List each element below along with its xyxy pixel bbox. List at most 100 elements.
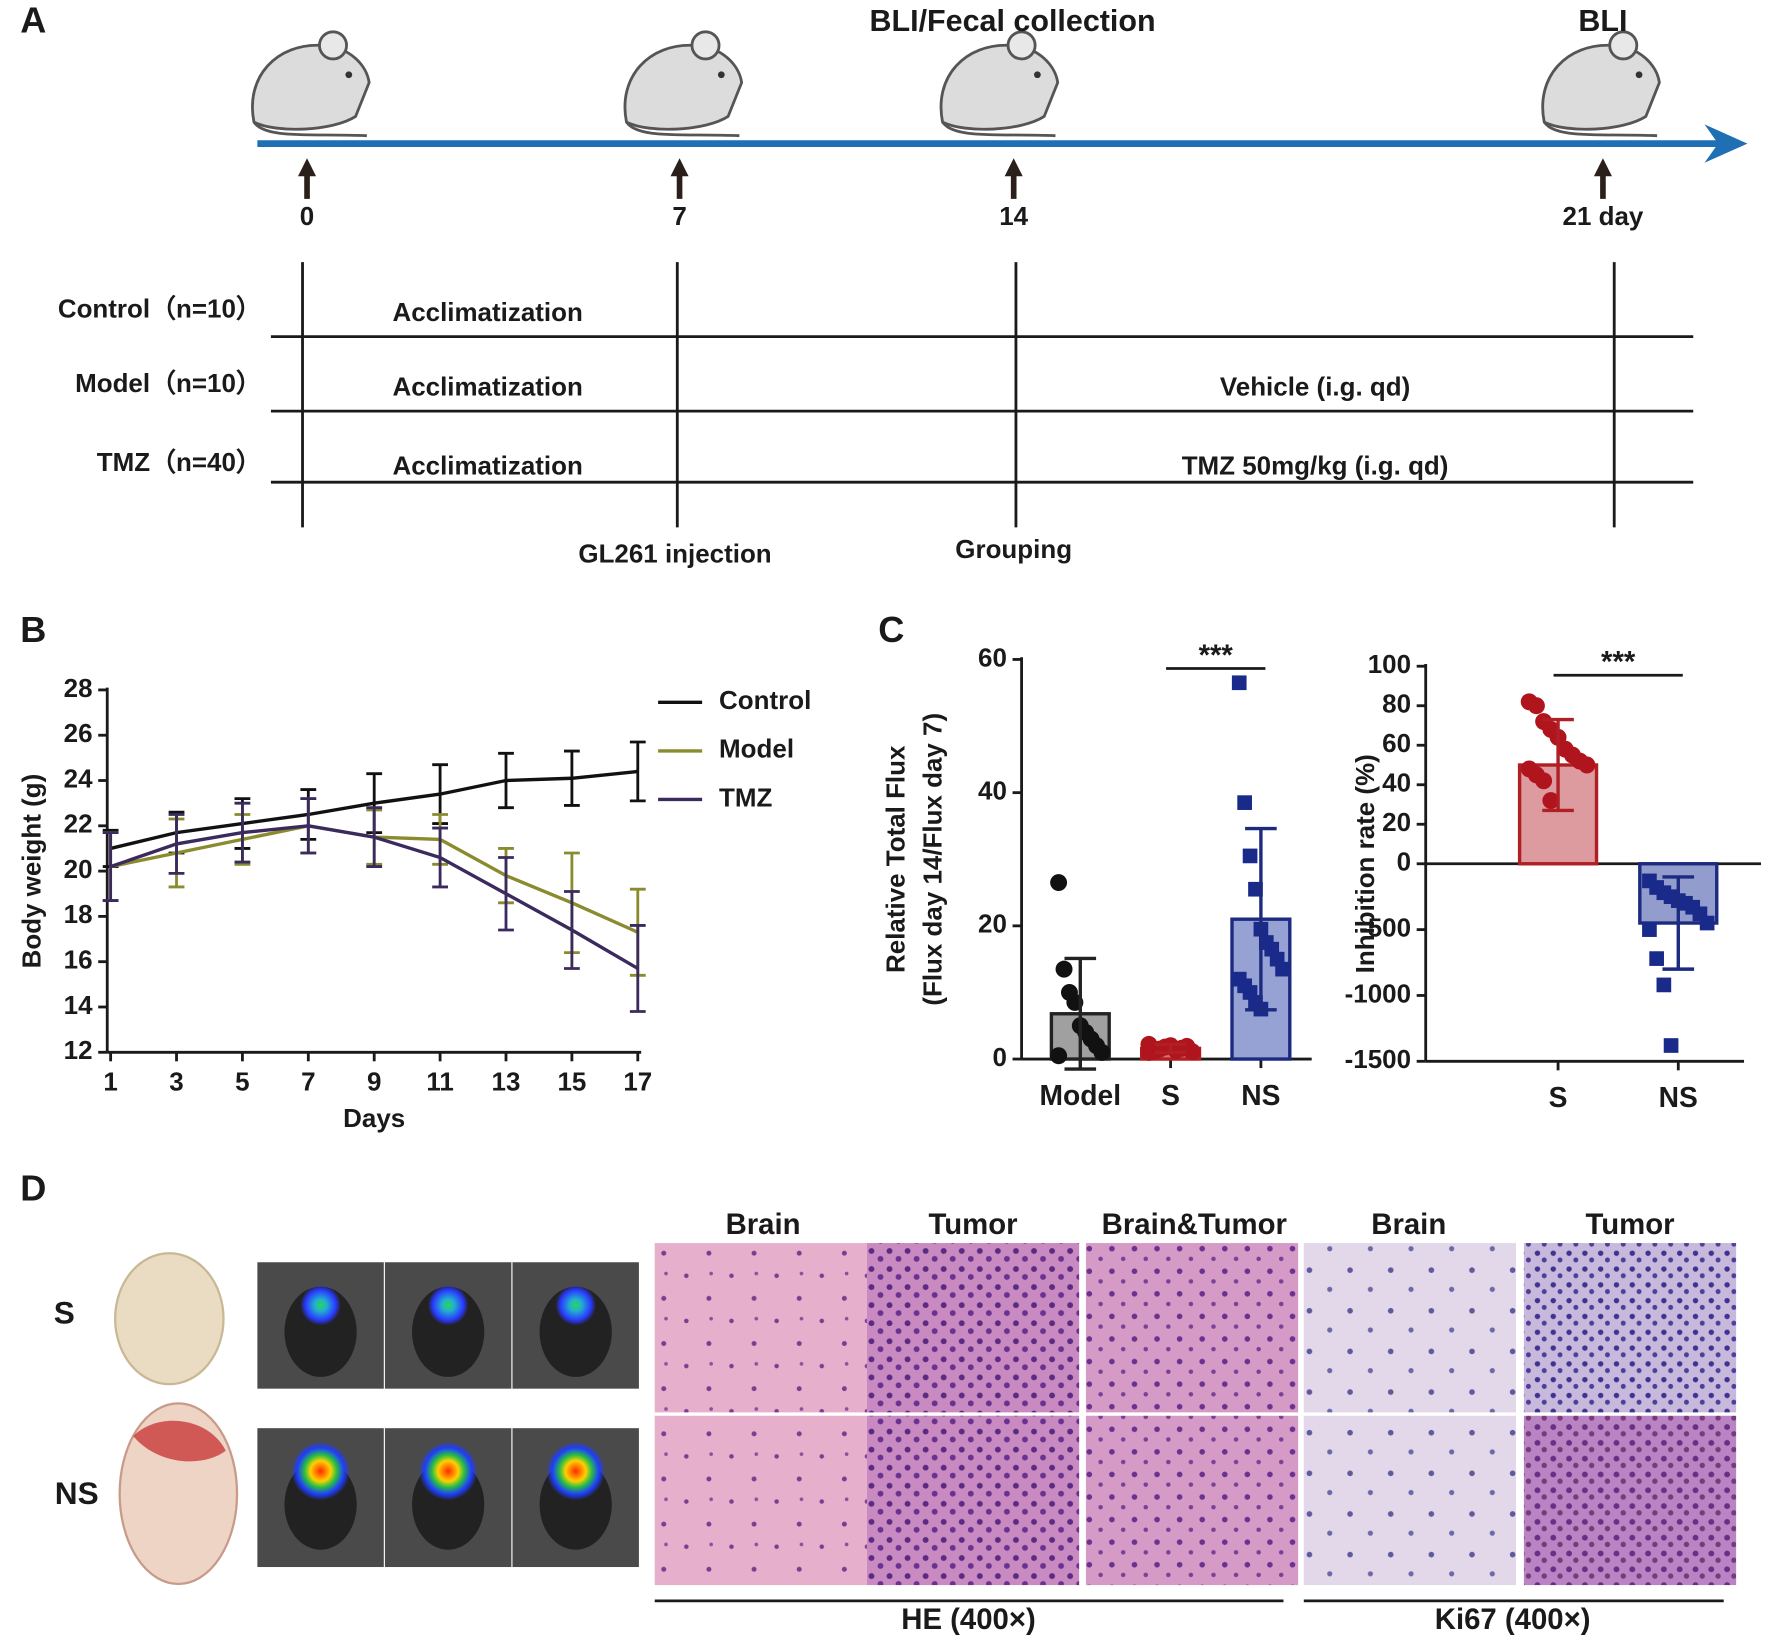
data-point — [1050, 1047, 1068, 1065]
data-point — [1642, 922, 1657, 937]
error-bar — [300, 797, 317, 855]
timeline-header: BLI — [1578, 4, 1627, 38]
error-bar — [498, 856, 514, 932]
bli-signal — [300, 1284, 341, 1326]
error-bar — [563, 890, 580, 970]
mouse-icon — [1541, 30, 1661, 138]
y-tick-label: 12 — [64, 1035, 93, 1065]
y-tick-label: 80 — [1382, 689, 1411, 719]
column-header: Brain&Tumor — [1102, 1208, 1287, 1241]
error-bar — [1662, 875, 1695, 971]
error-bar — [234, 801, 251, 864]
data-point — [1093, 1043, 1111, 1061]
data-point — [1140, 1035, 1158, 1053]
y-tick-label: 24 — [64, 763, 93, 793]
histology-image — [654, 1415, 867, 1586]
y-tick-label: -500 — [1359, 912, 1411, 942]
data-point — [1248, 881, 1263, 897]
y-tick-label: 16 — [64, 945, 93, 975]
y-tick-label: -1000 — [1345, 978, 1411, 1008]
panel-label: C — [878, 609, 904, 650]
phase-label: Acclimatization — [392, 297, 582, 327]
group-label: Control（n=10） — [58, 294, 262, 324]
y-tick-label: 60 — [978, 642, 1007, 672]
event-arrowhead — [670, 158, 689, 177]
event-label: GL261 injection — [578, 538, 771, 568]
x-tick-label: 1 — [103, 1067, 117, 1097]
x-tick-label: 17 — [623, 1067, 652, 1097]
bli-signal — [427, 1284, 469, 1326]
legend-label: TMZ — [719, 782, 772, 812]
event-arrowhead — [298, 158, 317, 177]
legend-label: Model — [719, 734, 794, 764]
error-bar — [563, 749, 580, 807]
timeline-header: BLI/Fecal collection — [869, 4, 1155, 38]
histology-image — [1085, 1243, 1299, 1413]
data-point — [1699, 915, 1715, 931]
error-bar — [498, 751, 514, 810]
y-tick-label: 22 — [64, 809, 93, 839]
y-axis-title: Body weight (g) — [17, 774, 47, 969]
data-point — [1275, 961, 1290, 977]
y-axis-title: Relative Total Flux — [880, 745, 910, 973]
x-tick-label: 13 — [492, 1067, 521, 1097]
x-tick-label: 3 — [169, 1067, 183, 1097]
error-bar — [1542, 717, 1574, 813]
y-tick-label: 20 — [978, 909, 1007, 939]
histology-image — [1085, 1415, 1299, 1586]
data-point — [1649, 951, 1664, 966]
data-point — [1578, 756, 1596, 774]
day-label: 0 — [300, 201, 314, 231]
data-point — [1656, 977, 1672, 993]
data-point — [1237, 795, 1252, 810]
bli-signal — [546, 1441, 606, 1501]
data-point — [1535, 772, 1553, 790]
y-tick-label: 26 — [64, 718, 93, 748]
y-tick-label: 40 — [978, 776, 1007, 806]
y-tick-label: 0 — [992, 1042, 1006, 1072]
significance-label: *** — [1199, 639, 1234, 672]
phase-label: Vehicle (i.g. qd) — [1220, 371, 1410, 401]
timeline-arrowhead — [1704, 124, 1748, 163]
day-label: 21 day — [1563, 201, 1644, 231]
column-header: Brain — [1371, 1208, 1446, 1241]
y-tick-label: 14 — [64, 990, 93, 1020]
bli-signal — [418, 1441, 478, 1501]
y-tick-label: 0 — [1397, 847, 1411, 877]
panel-label: D — [20, 1168, 46, 1209]
group-label: TMZ（n=40） — [97, 447, 262, 477]
stain-label: Ki67 (400×) — [1435, 1603, 1591, 1636]
error-bar — [1154, 1042, 1187, 1055]
phase-label: Acclimatization — [392, 450, 582, 480]
histology-image — [866, 1243, 1080, 1413]
x-tick-label: 15 — [557, 1067, 586, 1097]
stain-label: HE (400×) — [901, 1603, 1035, 1636]
error-bar — [629, 740, 646, 803]
data-point — [1527, 697, 1545, 715]
bli-signal — [291, 1441, 350, 1501]
x-tick-label: S — [1549, 1081, 1568, 1113]
y-tick-label: -1500 — [1345, 1044, 1411, 1074]
row-label: S — [54, 1295, 75, 1331]
tumor-region — [133, 1420, 226, 1462]
significance-label: *** — [1601, 646, 1636, 679]
bli-signal — [555, 1284, 597, 1326]
column-header: Brain — [726, 1208, 801, 1241]
event-label: Grouping — [955, 534, 1072, 564]
panel-label: A — [20, 0, 46, 40]
column-header: Tumor — [1585, 1208, 1674, 1241]
event-arrowhead — [1004, 158, 1023, 177]
data-point — [1542, 792, 1560, 810]
phase-label: Acclimatization — [392, 371, 582, 401]
y-tick-label: 60 — [1382, 728, 1411, 758]
data-point — [1050, 874, 1068, 892]
phase-label: TMZ 50mg/kg (i.g. qd) — [1182, 450, 1449, 480]
mouse-icon — [623, 30, 744, 138]
error-bar — [1245, 826, 1277, 1012]
panel-label: B — [20, 609, 46, 650]
day-label: 14 — [999, 201, 1028, 231]
data-point — [1231, 675, 1247, 691]
y-tick-label: 100 — [1368, 649, 1411, 679]
data-point — [1242, 848, 1258, 864]
